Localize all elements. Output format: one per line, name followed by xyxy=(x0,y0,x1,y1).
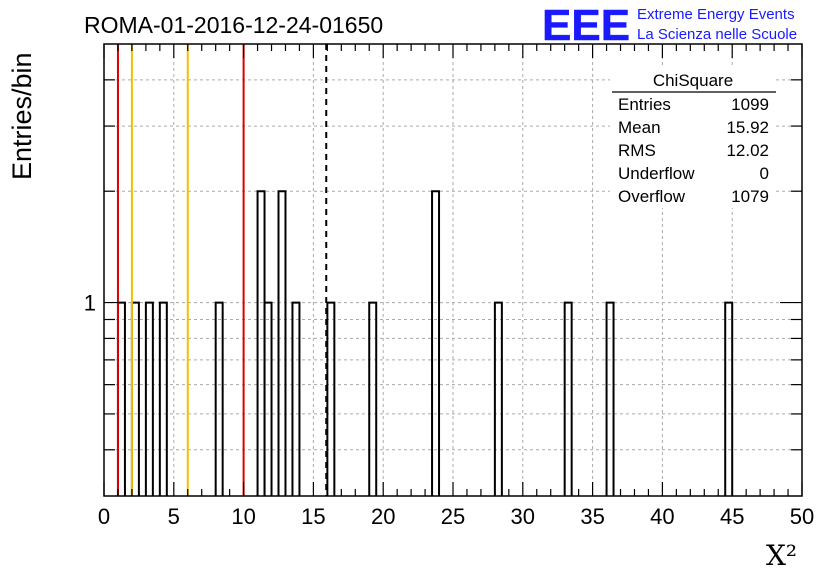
histogram-bar xyxy=(130,301,140,496)
histogram-bar xyxy=(214,301,224,496)
x-tick-label: 20 xyxy=(371,504,395,529)
stats-label: Entries xyxy=(618,95,671,114)
histogram-bar xyxy=(277,190,287,496)
logo-line2: La Scienza nelle Scuole xyxy=(637,26,797,43)
x-tick-label: 50 xyxy=(790,504,814,529)
x-tick-label: 0 xyxy=(98,504,110,529)
reference-lines xyxy=(116,44,328,496)
x-tick-label: 10 xyxy=(231,504,255,529)
logo-mark: EEE xyxy=(542,1,630,50)
x-tick-label: 5 xyxy=(168,504,180,529)
x-ticks: 0 5 10 15 20 25 30 35 40 45 50 xyxy=(98,44,814,529)
stats-label: Underflow xyxy=(618,164,695,183)
stats-box: ChiSquare Entries 1099 Mean 15.92 RMS 12.02 Un… xyxy=(610,68,776,208)
histogram-bar xyxy=(605,301,615,496)
x-tick-label: 15 xyxy=(301,504,325,529)
stats-label: RMS xyxy=(618,141,656,160)
histogram-bar xyxy=(724,301,734,496)
histogram-bar xyxy=(144,301,154,496)
stats-title: ChiSquare xyxy=(653,71,733,90)
stats-value: 1079 xyxy=(731,187,769,206)
stats-label: Overflow xyxy=(618,187,686,206)
logo-line1: Extreme Energy Events xyxy=(637,6,795,23)
histogram-bar xyxy=(256,190,266,496)
x-tick-label: 25 xyxy=(441,504,465,529)
x-axis-label: X² xyxy=(766,539,797,572)
y-tick-label: 1 xyxy=(84,291,96,316)
stats-value: 15.92 xyxy=(726,118,769,137)
y-axis-label: Entries/bin xyxy=(7,52,37,180)
eee-logo: EEE Extreme Energy Events La Scienza nel… xyxy=(542,1,797,51)
x-tick-label: 30 xyxy=(511,504,535,529)
histogram-bar xyxy=(116,301,126,496)
stats-value: 1099 xyxy=(731,95,769,114)
stats-value: 12.02 xyxy=(726,141,769,160)
histogram-bar xyxy=(368,301,378,496)
histogram-bar xyxy=(263,301,273,496)
histogram-bar xyxy=(563,301,573,496)
stats-value: 0 xyxy=(760,164,769,183)
stats-box-bg xyxy=(610,68,776,208)
stats-rows: Entries 1099 Mean 15.92 RMS 12.02 Underflow 0 Ov… xyxy=(618,95,769,206)
histogram-bar xyxy=(493,301,503,496)
histogram-bar xyxy=(431,190,441,496)
stats-label: Mean xyxy=(618,118,661,137)
chart-title: ROMA-01-2016-12-24-01650 xyxy=(84,12,383,38)
y-ticks: 1 xyxy=(84,79,802,451)
histogram-bars xyxy=(116,190,734,496)
x-tick-label: 45 xyxy=(720,504,744,529)
x-tick-label: 40 xyxy=(650,504,674,529)
histogram-bar xyxy=(326,301,336,496)
x-tick-label: 35 xyxy=(580,504,604,529)
histogram-bar xyxy=(158,301,168,496)
histogram-bar xyxy=(291,301,301,496)
